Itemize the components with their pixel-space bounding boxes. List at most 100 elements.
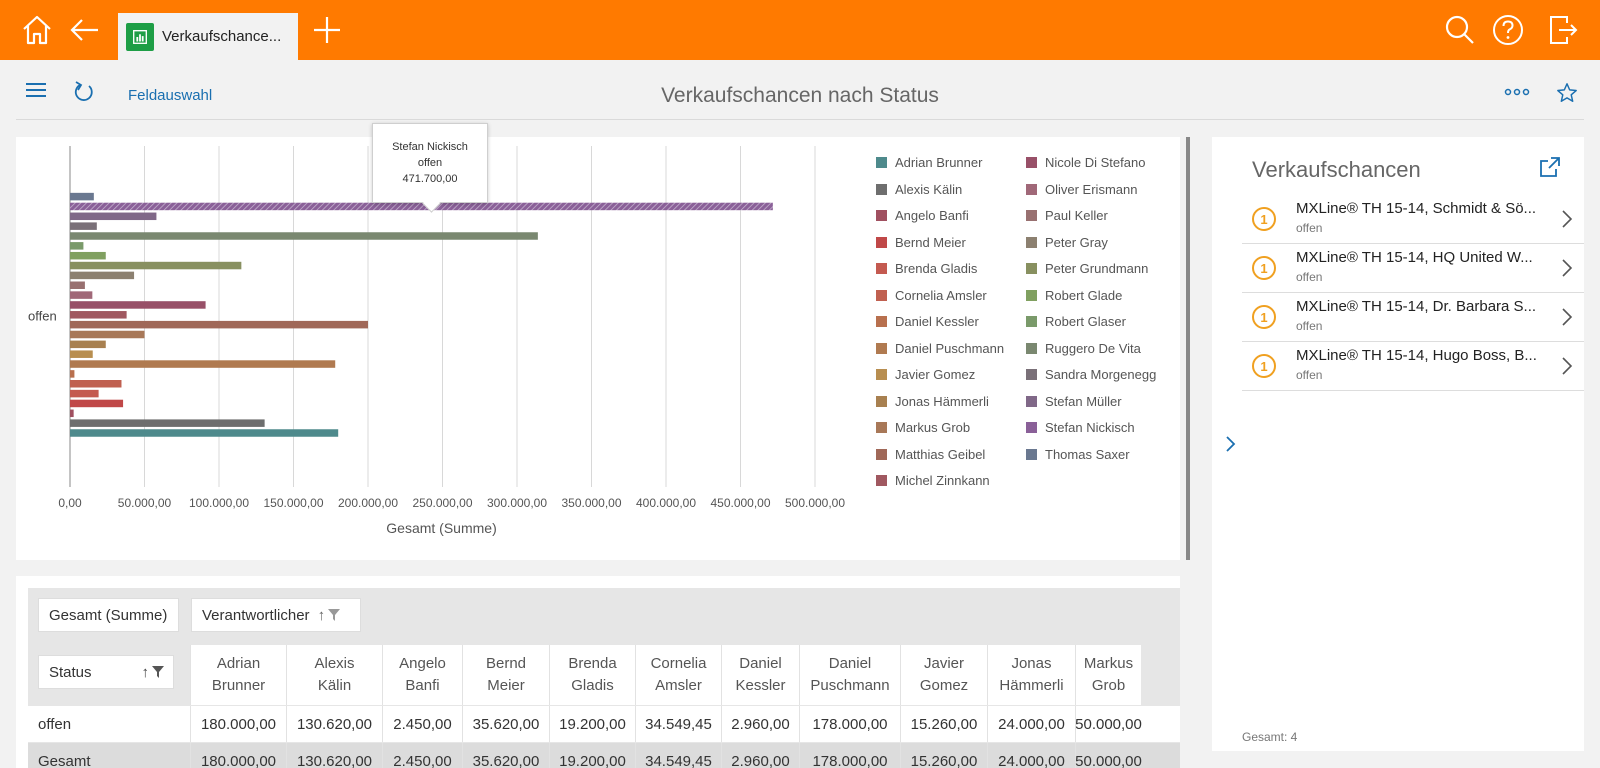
bar-daniel-kessler[interactable]	[70, 370, 75, 378]
column-header[interactable]: Cornelia Amsler	[635, 645, 721, 705]
favorite-star-icon[interactable]	[1556, 82, 1578, 104]
tooltip-name: Stefan Nickisch	[392, 141, 468, 153]
bar-peter-grundmann[interactable]	[70, 261, 242, 270]
legend-swatch	[876, 475, 887, 486]
bar-jonas-hämmerli[interactable]	[70, 340, 106, 349]
chevron-right-icon[interactable]	[1560, 208, 1574, 230]
legend-swatch	[1026, 316, 1037, 327]
expand-panel-chevron-icon[interactable]	[1224, 434, 1238, 454]
legend-item[interactable]: Adrian Brunner	[876, 155, 982, 170]
legend-item[interactable]: Peter Grundmann	[1026, 261, 1148, 276]
legend-item[interactable]: Stefan Nickisch	[1026, 420, 1135, 435]
bar-sandra-morgenegg[interactable]	[70, 222, 97, 230]
bar-ruggero-de-vita[interactable]	[70, 232, 538, 240]
column-header[interactable]: Adrian Brunner	[190, 645, 286, 705]
opportunity-item[interactable]: 1 MXLine® TH 15-14, Dr. Barbara S... offen	[1242, 292, 1584, 342]
legend-item[interactable]: Paul Keller	[1026, 208, 1108, 223]
legend-item[interactable]: Alexis Kälin	[876, 182, 962, 197]
column-header[interactable]: Daniel Kessler	[721, 645, 799, 705]
sort-asc-icon[interactable]: ↑	[141, 663, 150, 681]
legend-item[interactable]: Jonas Hämmerli	[876, 394, 989, 409]
legend-item[interactable]: Ruggero De Vita	[1026, 341, 1141, 356]
bar-angelo-banfi[interactable]	[70, 409, 74, 418]
bar-peter-gray[interactable]	[70, 271, 135, 280]
field-selection-link[interactable]: Feldauswahl	[128, 87, 213, 104]
bar-bernd-meier[interactable]	[70, 399, 124, 408]
measure-field-button[interactable]: Gesamt (Summe)	[38, 598, 179, 632]
bar-adrian-brunner[interactable]	[70, 429, 339, 437]
bar-stefan-nickisch[interactable]	[70, 202, 773, 211]
opportunity-item[interactable]: 1 MXLine® TH 15-14, Hugo Boss, B... offen	[1242, 341, 1584, 391]
legend-item[interactable]: Oliver Erismann	[1026, 182, 1137, 197]
more-options-icon[interactable]	[1504, 86, 1530, 98]
column-header[interactable]: Markus Grob	[1075, 645, 1141, 705]
chart-scrollbar[interactable]	[1186, 137, 1190, 560]
hamburger-menu-icon[interactable]	[24, 80, 48, 100]
bar-robert-glade[interactable]	[70, 251, 106, 260]
refresh-icon[interactable]	[72, 80, 96, 104]
bar-matthias-geibel[interactable]	[70, 320, 368, 329]
chevron-right-icon[interactable]	[1560, 306, 1574, 328]
bar-markus-grob[interactable]	[70, 330, 145, 339]
back-button[interactable]	[65, 10, 105, 50]
legend-item[interactable]: Matthias Geibel	[876, 447, 985, 462]
legend-item[interactable]: Stefan Müller	[1026, 394, 1122, 409]
row-field-button[interactable]: Status ↑	[38, 655, 174, 689]
legend-item[interactable]: Daniel Kessler	[876, 314, 979, 329]
opportunity-item[interactable]: 1 MXLine® TH 15-14, HQ United W... offen	[1242, 243, 1584, 293]
add-tab-button[interactable]	[307, 10, 347, 50]
bar-cornelia-amsler[interactable]	[70, 380, 122, 388]
sort-asc-icon[interactable]: ↑	[317, 606, 326, 624]
logout-button[interactable]	[1542, 10, 1582, 50]
legend-item[interactable]: Brenda Gladis	[876, 261, 977, 276]
legend-item[interactable]: Markus Grob	[876, 420, 970, 435]
column-header[interactable]: Brenda Gladis	[549, 645, 635, 705]
table-cell: 19.200,00	[549, 743, 635, 768]
search-button[interactable]	[1440, 10, 1480, 50]
legend-swatch	[1026, 183, 1037, 195]
legend-item[interactable]: Bernd Meier	[876, 235, 966, 250]
legend-label: Bernd Meier	[895, 234, 966, 250]
legend-item[interactable]: Robert Glade	[1026, 288, 1122, 303]
table-cell: 2.960,00	[721, 706, 799, 742]
bar-thomas-saxer[interactable]	[70, 192, 94, 201]
open-external-icon[interactable]	[1538, 155, 1562, 179]
bar-brenda-gladis[interactable]	[70, 389, 99, 398]
legend-item[interactable]: Javier Gomez	[876, 367, 975, 382]
help-button[interactable]	[1488, 10, 1528, 50]
legend-item[interactable]: Daniel Puschmann	[876, 341, 1004, 356]
chevron-right-icon[interactable]	[1560, 257, 1574, 279]
legend-item[interactable]: Thomas Saxer	[1026, 447, 1130, 462]
legend-item[interactable]: Angelo Banfi	[876, 208, 969, 223]
legend-item[interactable]: Peter Gray	[1026, 235, 1108, 250]
bar-nicole-di-stefano[interactable]	[70, 301, 206, 309]
bar-robert-glaser[interactable]	[70, 242, 84, 250]
column-header[interactable]: Bernd Meier	[462, 645, 549, 705]
column-header[interactable]: Daniel Puschmann	[799, 645, 900, 705]
bar-javier-gomez[interactable]	[70, 350, 93, 358]
home-button[interactable]	[17, 10, 57, 50]
bar-daniel-puschmann[interactable]	[70, 360, 336, 368]
legend-item[interactable]: Nicole Di Stefano	[1026, 155, 1145, 170]
tab-verkaufschancen[interactable]: Verkaufschance...	[118, 13, 298, 60]
legend-item[interactable]: Robert Glaser	[1026, 314, 1126, 329]
bar-oliver-erismann[interactable]	[70, 291, 93, 299]
column-header[interactable]: Javier Gomez	[900, 645, 987, 705]
filter-icon[interactable]	[327, 608, 341, 622]
legend-item[interactable]: Cornelia Amsler	[876, 288, 987, 303]
chevron-right-icon[interactable]	[1560, 355, 1574, 377]
opportunity-status: offen	[1296, 270, 1323, 284]
bar-alexis-kälin[interactable]	[70, 419, 265, 427]
column-header[interactable]: Alexis Kälin	[286, 645, 382, 705]
legend-item[interactable]: Michel Zinnkann	[876, 473, 990, 488]
opportunity-item[interactable]: 1 MXLine® TH 15-14, Schmidt & Sö... offen	[1242, 194, 1584, 244]
opportunity-name: MXLine® TH 15-14, Schmidt & Sö...	[1296, 200, 1537, 217]
bar-stefan-müller[interactable]	[70, 212, 157, 221]
bar-paul-keller[interactable]	[70, 281, 85, 290]
bar-michel-zinnkann[interactable]	[70, 311, 127, 319]
column-header[interactable]: Angelo Banfi	[382, 645, 462, 705]
filter-icon[interactable]	[151, 665, 165, 679]
legend-item[interactable]: Sandra Morgenegg	[1026, 367, 1156, 382]
column-header[interactable]: Jonas Hämmerli	[987, 645, 1075, 705]
column-field-button[interactable]: Verantwortlicher ↑	[191, 598, 361, 632]
